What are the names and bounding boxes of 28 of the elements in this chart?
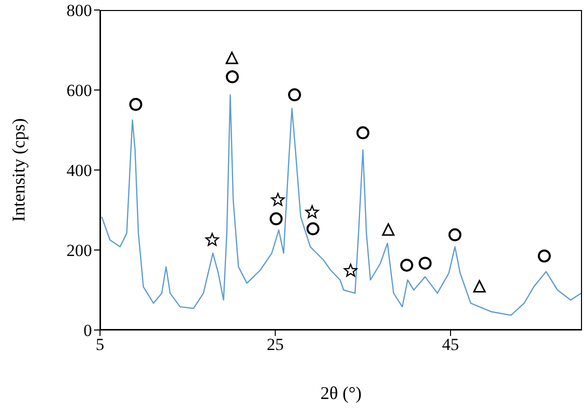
y-tick-label: 200 xyxy=(66,241,92,260)
point xyxy=(129,98,142,111)
line-series xyxy=(101,94,582,316)
y-tick-label: 800 xyxy=(66,1,92,20)
point xyxy=(448,228,462,242)
point xyxy=(473,280,486,293)
y-axis-title: Intensity (cps) xyxy=(8,118,28,222)
point xyxy=(305,205,319,218)
point xyxy=(418,256,432,270)
point xyxy=(356,126,370,140)
point xyxy=(538,250,551,262)
point xyxy=(344,264,358,277)
x-tick-label: 45 xyxy=(442,335,460,354)
x-tick-label: 25 xyxy=(266,335,284,354)
point xyxy=(226,52,238,64)
point xyxy=(400,258,414,272)
point xyxy=(205,232,219,246)
point xyxy=(382,223,395,236)
point xyxy=(270,212,283,226)
y-tick-label: 600 xyxy=(66,81,92,100)
y-tick-label: 400 xyxy=(66,161,92,180)
x-tick-label: 5 xyxy=(96,335,104,354)
y-tick-label: 0 xyxy=(84,321,92,340)
x-axis-title: 2θ (°) xyxy=(320,383,362,403)
point xyxy=(306,222,320,236)
point xyxy=(288,88,302,102)
point xyxy=(226,70,239,84)
point xyxy=(271,192,285,206)
